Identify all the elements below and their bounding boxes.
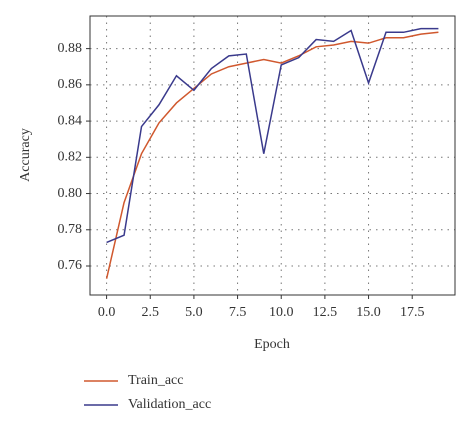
y-tick-label: 0.86 [58,77,83,92]
series-line [106,27,439,244]
series-line [105,31,439,279]
x-tick-label: 12.5 [313,305,338,320]
x-tick-label: 17.5 [400,305,425,320]
legend-label: Validation_acc [128,397,211,412]
x-tick-label: 5.0 [185,305,203,320]
x-tick-label: 7.5 [229,305,247,320]
y-tick-label: 0.82 [58,150,83,165]
x-tick-label: 15.0 [356,305,381,320]
x-tick-label: 10.0 [269,305,294,320]
y-tick-label: 0.80 [58,186,83,201]
x-axis-label: Epoch [254,337,290,352]
x-tick-label: 2.5 [142,305,160,320]
y-tick-label: 0.78 [58,222,83,237]
y-tick-label: 0.76 [58,258,83,273]
y-tick-label: 0.88 [58,41,83,56]
x-tick-label: 0.0 [98,305,116,320]
plot-frame [89,15,456,296]
y-axis-label: Accuracy [18,128,33,182]
legend-label: Train_acc [128,373,183,388]
y-tick-label: 0.84 [58,113,83,128]
